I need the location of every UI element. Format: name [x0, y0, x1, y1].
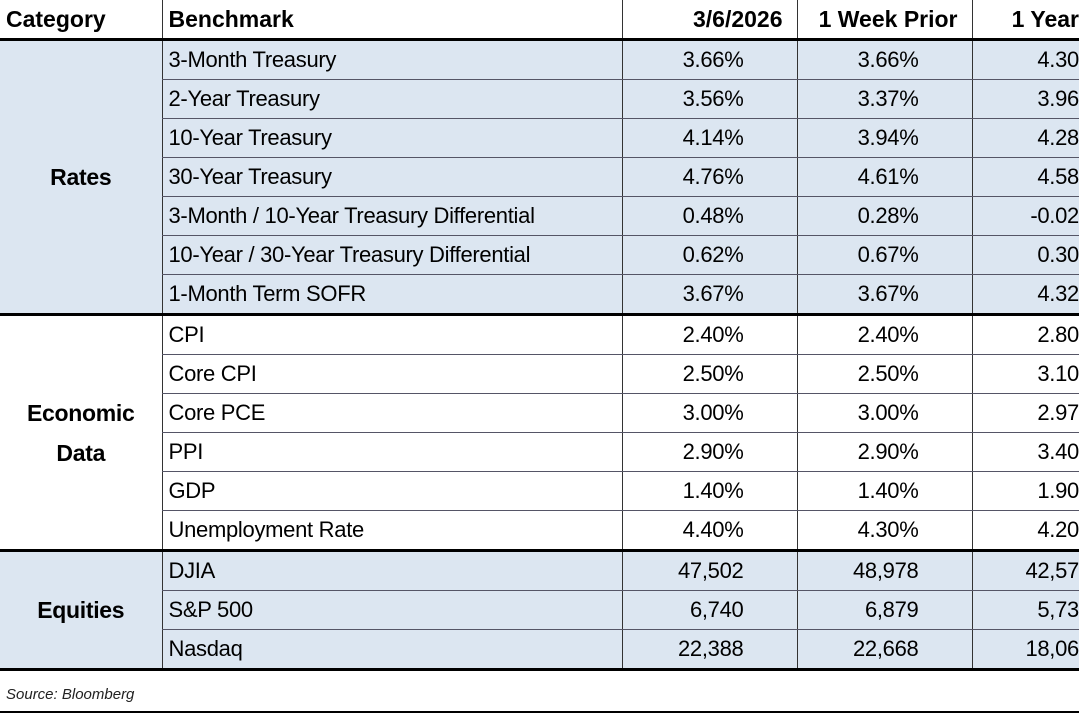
benchmark-cell: CPI	[161, 314, 622, 355]
value-cell: 3.00%	[796, 393, 972, 433]
table-row: Core CPI 2.50% 2.50% 3.10	[0, 354, 1079, 394]
value-cell: 4.76%	[621, 157, 797, 197]
value-cell: 1.40%	[621, 471, 797, 511]
value-cell: 4.20	[971, 510, 1079, 552]
value-cell: 22,388	[621, 629, 797, 671]
benchmark-cell: 2-Year Treasury	[161, 79, 622, 119]
column-header: 1 Week Prior	[796, 0, 972, 41]
column-header: Category	[0, 0, 162, 41]
table-row: Core PCE 3.00% 3.00% 2.97	[0, 393, 1079, 433]
column-header: 1 Year	[971, 0, 1079, 41]
benchmark-cell: Core PCE	[161, 393, 622, 433]
benchmark-cell: Core CPI	[161, 354, 622, 394]
table-row: 2-Year Treasury 3.56% 3.37% 3.96	[0, 79, 1079, 119]
value-cell: 1.40%	[796, 471, 972, 511]
value-cell: 4.58	[971, 157, 1079, 197]
value-cell: 3.66%	[796, 39, 972, 80]
benchmark-cell: 3-Month / 10-Year Treasury Differential	[161, 196, 622, 236]
value-cell: 2.50%	[621, 354, 797, 394]
table-row: Unemployment Rate 4.40% 4.30% 4.20	[0, 510, 1079, 552]
table-row: GDP 1.40% 1.40% 1.90	[0, 471, 1079, 511]
value-cell: 4.32	[971, 274, 1079, 316]
source-note: Source: Bloomberg	[6, 686, 135, 703]
benchmark-cell: 10-Year / 30-Year Treasury Differential	[161, 235, 622, 275]
table-row: PPI 2.90% 2.90% 3.40	[0, 432, 1079, 472]
value-cell: 1.90	[971, 471, 1079, 511]
table-row: Nasdaq 22,388 22,668 18,06	[0, 629, 1079, 671]
value-cell: 2.80	[971, 314, 1079, 355]
benchmark-cell: 3-Month Treasury	[161, 39, 622, 80]
value-cell: 4.40%	[621, 510, 797, 552]
column-header: Benchmark	[161, 0, 622, 41]
value-cell: 3.67%	[621, 274, 797, 316]
value-cell: 42,57	[971, 550, 1079, 591]
value-cell: 3.00%	[621, 393, 797, 433]
value-cell: 6,740	[621, 590, 797, 630]
value-cell: 6,879	[796, 590, 972, 630]
value-cell: 0.67%	[796, 235, 972, 275]
benchmark-cell: Nasdaq	[161, 629, 622, 671]
value-cell: 0.30	[971, 235, 1079, 275]
table-row: 1-Month Term SOFR 3.67% 3.67% 4.32	[0, 274, 1079, 316]
bottom-rule	[0, 711, 1079, 713]
value-cell: 3.37%	[796, 79, 972, 119]
value-cell: 2.90%	[796, 432, 972, 472]
value-cell: 4.28	[971, 118, 1079, 158]
value-cell: 4.14%	[621, 118, 797, 158]
value-cell: 0.62%	[621, 235, 797, 275]
value-cell: 3.96	[971, 79, 1079, 119]
table-row: 10-Year Treasury 4.14% 3.94% 4.28	[0, 118, 1079, 158]
value-cell: -0.02	[971, 196, 1079, 236]
value-cell: 18,06	[971, 629, 1079, 671]
category-cell: Rates	[0, 39, 162, 316]
table-row: Rates 3-Month Treasury 3.66% 3.66% 4.30	[0, 39, 1079, 316]
benchmark-cell: PPI	[161, 432, 622, 472]
benchmark-cell: 1-Month Term SOFR	[161, 274, 622, 316]
value-cell: 4.61%	[796, 157, 972, 197]
value-cell: 3.10	[971, 354, 1079, 394]
value-cell: 2.40%	[621, 314, 797, 355]
value-cell: 0.28%	[796, 196, 972, 236]
benchmark-cell: 30-Year Treasury	[161, 157, 622, 197]
category-cell: Equities	[0, 550, 162, 671]
value-cell: 4.30	[971, 39, 1079, 80]
value-cell: 0.48%	[621, 196, 797, 236]
value-cell: 3.40	[971, 432, 1079, 472]
table-row: 3-Month / 10-Year Treasury Differential 0…	[0, 196, 1079, 236]
table-row: 10-Year / 30-Year Treasury Differential 0…	[0, 235, 1079, 275]
value-cell: 3.66%	[621, 39, 797, 80]
value-cell: 3.94%	[796, 118, 972, 158]
table-row: Equities DJIA 47,502 48,978 42,57	[0, 550, 1079, 671]
value-cell: 22,668	[796, 629, 972, 671]
value-cell: 5,73	[971, 590, 1079, 630]
value-cell: 3.56%	[621, 79, 797, 119]
value-cell: 47,502	[621, 550, 797, 591]
column-header: 3/6/2026	[621, 0, 797, 41]
value-cell: 2.97	[971, 393, 1079, 433]
table-container: Category Benchmark 3/6/2026 1 Week Prior 1 Y…	[0, 0, 1079, 671]
value-cell: 2.50%	[796, 354, 972, 394]
benchmark-cell: S&P 500	[161, 590, 622, 630]
header-row: Category Benchmark 3/6/2026 1 Week Prior 1 Y…	[0, 0, 1079, 41]
benchmark-cell: 10-Year Treasury	[161, 118, 622, 158]
benchmark-cell: DJIA	[161, 550, 622, 591]
value-cell: 4.30%	[796, 510, 972, 552]
table-row: Economic Data CPI 2.40% 2.40% 2.80	[0, 314, 1079, 552]
benchmark-cell: Unemployment Rate	[161, 510, 622, 552]
value-cell: 3.67%	[796, 274, 972, 316]
benchmark-cell: GDP	[161, 471, 622, 511]
table-row: 30-Year Treasury 4.76% 4.61% 4.58	[0, 157, 1079, 197]
table-row: S&P 500 6,740 6,879 5,73	[0, 590, 1079, 630]
value-cell: 2.90%	[621, 432, 797, 472]
category-cell: Economic Data	[0, 314, 162, 552]
value-cell: 48,978	[796, 550, 972, 591]
value-cell: 2.40%	[796, 314, 972, 355]
data-table: Category Benchmark 3/6/2026 1 Week Prior 1 Y…	[0, 0, 1079, 671]
